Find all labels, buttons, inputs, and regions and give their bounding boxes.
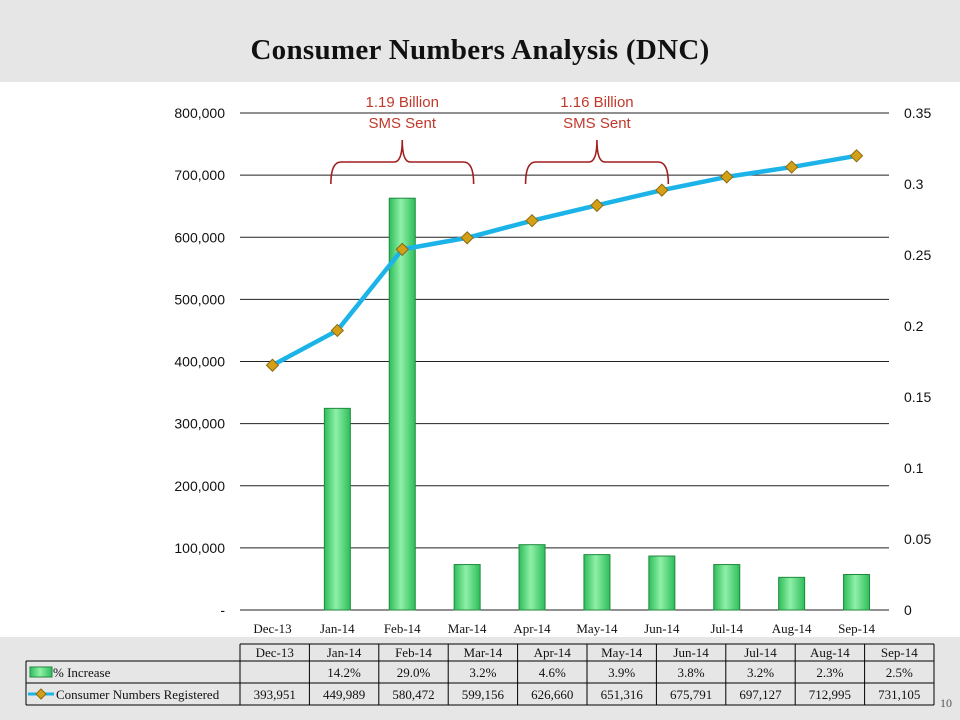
line-consumer-numbers xyxy=(271,153,857,368)
legend-marker xyxy=(35,688,47,700)
table-cell: 3.2% xyxy=(747,665,774,680)
table-cell: 2.3% xyxy=(816,665,843,680)
left-axis-tick-label: 600,000 xyxy=(174,229,225,245)
table-cell: 4.6% xyxy=(539,665,566,680)
annotations: 1.19 Billion SMS Sent 1.16 Billion SMS Sent xyxy=(330,94,670,185)
table-cell: 2.5% xyxy=(886,665,913,680)
line-series xyxy=(265,149,864,372)
left-axis-tick-label: 400,000 xyxy=(174,354,225,370)
data-table: Dec-13 Jan-14 Feb-14 Mar-14 Apr-14 May-14 Jun-… xyxy=(25,643,935,706)
slide-body xyxy=(0,82,960,637)
point-feb-14 xyxy=(395,242,409,257)
legend-bar-swatch xyxy=(29,666,53,678)
table-cell: 393,951 xyxy=(254,687,296,702)
left-axis-tick-label: 300,000 xyxy=(174,416,225,432)
left-axis-tick-label: 800,000 xyxy=(174,105,225,121)
table-header-cell: Jul-14 xyxy=(744,645,777,660)
table-row-label: % Increase xyxy=(53,665,111,680)
x-axis-tick-label: Aug-14 xyxy=(772,621,812,636)
bar-mar-14 xyxy=(453,564,481,611)
bar-apr-14 xyxy=(518,544,546,611)
table-header-cell: Dec-13 xyxy=(256,645,294,660)
axes: - 100,000 200,000 300,000 400,000 500,000 600,… xyxy=(174,105,931,636)
table-cell: 626,660 xyxy=(531,687,573,702)
table-cell: 599,156 xyxy=(462,687,505,702)
title-band xyxy=(0,0,960,82)
table-cell: 580,472 xyxy=(392,687,434,702)
right-axis-tick-label: 0 xyxy=(904,602,912,618)
bottom-band xyxy=(0,637,960,720)
slide-title: Consumer Numbers Analysis (DNC) xyxy=(250,34,710,66)
bar-may-14 xyxy=(583,554,611,611)
table-header-cell: Sep-14 xyxy=(881,645,918,660)
table-row-label: Consumer Numbers Registered xyxy=(56,687,220,702)
bar-sep-14 xyxy=(843,574,871,611)
left-axis-tick-label: 100,000 xyxy=(174,540,225,556)
right-axis-tick-label: 0.1 xyxy=(904,460,924,476)
x-axis-tick-label: Dec-13 xyxy=(253,621,291,636)
annotation-bracket xyxy=(330,139,475,185)
table-cell: 675,791 xyxy=(670,687,712,702)
page-number: 10 xyxy=(940,696,952,710)
annotation-label: 1.19 Billion xyxy=(366,94,439,111)
right-axis-tick-label: 0.15 xyxy=(904,389,931,405)
annotation-label: 1.16 Billion xyxy=(560,94,633,111)
table-header-cell: Mar-14 xyxy=(464,645,503,660)
table-header-cell: Apr-14 xyxy=(534,645,572,660)
annotation-bracket xyxy=(524,139,670,185)
bar-aug-14 xyxy=(778,576,806,611)
table-cell: 449,989 xyxy=(323,687,365,702)
x-axis-tick-label: Feb-14 xyxy=(384,621,421,636)
table-header-cell: Feb-14 xyxy=(395,645,432,660)
x-axis-tick-label: May-14 xyxy=(576,621,618,636)
table-cell: 697,127 xyxy=(739,687,782,702)
table-cell: 14.2% xyxy=(327,665,361,680)
right-axis-tick-label: 0.3 xyxy=(904,176,924,192)
table-cell: 712,995 xyxy=(809,687,851,702)
x-axis-tick-label: Apr-14 xyxy=(513,621,551,636)
table-cell: 651,316 xyxy=(601,687,644,702)
point-mar-14 xyxy=(460,231,474,245)
point-sep-14 xyxy=(849,149,864,163)
left-axis-tick-label: - xyxy=(220,602,225,618)
table-cell: 3.9% xyxy=(608,665,635,680)
right-axis-tick-label: 0.05 xyxy=(904,531,931,547)
point-apr-14 xyxy=(525,213,539,228)
point-may-14 xyxy=(590,198,604,213)
x-axis-tick-label: Jan-14 xyxy=(320,621,355,636)
left-axis-tick-label: 500,000 xyxy=(174,291,225,307)
point-jul-14 xyxy=(720,170,734,184)
table-cell: 3.8% xyxy=(678,665,705,680)
point-aug-14 xyxy=(784,160,799,174)
point-jun-14 xyxy=(655,183,669,197)
x-axis-tick-label: Mar-14 xyxy=(448,621,487,636)
x-axis-tick-label: Jul-14 xyxy=(711,621,744,636)
table-header-cell: Aug-14 xyxy=(810,645,850,660)
table-cell: 29.0% xyxy=(397,665,431,680)
bar-jul-14 xyxy=(713,564,741,611)
left-axis-tick-label: 200,000 xyxy=(174,478,225,494)
table-header-cell: Jan-14 xyxy=(327,645,362,660)
bar-jan-14 xyxy=(323,407,351,611)
annotation-label: SMS Sent xyxy=(563,115,631,132)
x-axis-tick-label: Jun-14 xyxy=(644,621,680,636)
bar-jun-14 xyxy=(648,555,676,611)
table-header-cell: May-14 xyxy=(601,645,643,660)
point-dec-13 xyxy=(265,358,280,372)
right-axis-tick-label: 0.25 xyxy=(904,247,931,263)
right-axis-tick-label: 0.2 xyxy=(904,318,924,334)
x-axis-tick-label: Sep-14 xyxy=(838,621,875,636)
table-header-cell: Jun-14 xyxy=(673,645,709,660)
right-axis-tick-label: 0.35 xyxy=(904,105,931,121)
table-cell: 3.2% xyxy=(469,665,496,680)
point-jan-14 xyxy=(330,323,345,338)
left-axis-tick-label: 700,000 xyxy=(174,167,225,183)
annotation-label: SMS Sent xyxy=(368,115,436,132)
bar-series xyxy=(323,197,871,611)
table-cell: 731,105 xyxy=(878,687,920,702)
bar-feb-14 xyxy=(388,197,416,611)
